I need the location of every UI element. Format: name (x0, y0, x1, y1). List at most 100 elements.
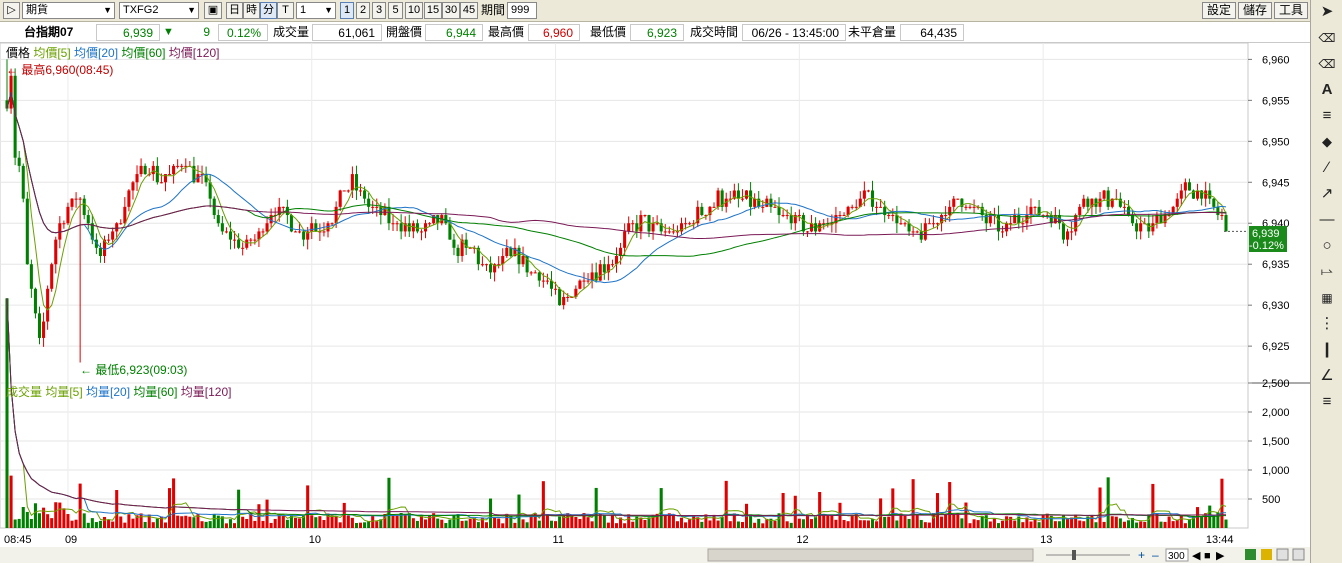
zoom-in-icon[interactable]: + (1138, 548, 1145, 562)
volume-bar (168, 488, 172, 528)
interval-1-button[interactable]: 1 (340, 2, 354, 19)
volume-bar (147, 514, 151, 528)
horizontal-scrollbar[interactable] (707, 548, 1034, 562)
candle-body (602, 264, 606, 273)
candle-body (777, 206, 781, 216)
candle-body (180, 165, 184, 167)
volume-bar (204, 521, 208, 528)
color-picker-icon[interactable]: ▦ (1321, 291, 1333, 305)
volume-bar (184, 515, 188, 528)
horizontal-line-icon[interactable]: — (1319, 211, 1335, 228)
fibonacci-icon[interactable]: ≡ (1322, 393, 1332, 410)
period-hour-label: 時 (246, 4, 257, 16)
chart-area[interactable]: 6,960 6,955 6,950 6,945 6,940 6,935 6,930 6,925… (0, 42, 1310, 563)
chart-svg[interactable]: 6,9606,9556,9506,9456,9406,9356,9306,925… (0, 42, 1310, 563)
interval-3-button[interactable]: 3 (372, 2, 386, 19)
fullscreen-icon[interactable] (1292, 548, 1305, 561)
zoom-slider-thumb[interactable] (1072, 550, 1076, 560)
fill-icon[interactable]: ◆ (1322, 134, 1332, 149)
period-hour-button[interactable]: 時 (243, 2, 260, 19)
interval-10-button[interactable]: 10 (405, 2, 423, 19)
volume-bar (533, 513, 537, 528)
zoom-input[interactable] (1165, 548, 1189, 562)
export-excel-icon[interactable] (1245, 549, 1256, 560)
volume-bar (228, 519, 233, 528)
candle-body (1053, 215, 1057, 224)
arrow-line-icon[interactable]: ↗ (1320, 185, 1334, 202)
volume-bar (1196, 507, 1200, 528)
interval-label: 1 (343, 4, 351, 16)
volume-bar (192, 517, 196, 528)
symbol-select[interactable]: TXFG2 ▼ (119, 2, 199, 19)
candle-body (964, 206, 968, 208)
candle-body (732, 190, 736, 199)
tools-button[interactable]: 工具 (1274, 2, 1309, 19)
volume-bar (870, 519, 875, 528)
volume-bar (631, 521, 635, 528)
scroll-left-icon[interactable]: ◀ (1192, 550, 1201, 562)
erase-all-icon[interactable]: ⌫ (1318, 57, 1336, 71)
candle-body (952, 198, 956, 207)
save-button[interactable]: 儲存 (1238, 2, 1273, 19)
volume-bar (858, 520, 862, 528)
save-image-icon[interactable] (1261, 549, 1272, 560)
interval-30-button[interactable]: 30 (442, 2, 460, 19)
cursor-icon[interactable]: ➤ (1320, 3, 1334, 20)
horizontal-lines-icon[interactable]: ≡ (1322, 107, 1332, 124)
candle-body (379, 206, 383, 216)
text-tool-icon[interactable]: A (1321, 81, 1333, 98)
market-select[interactable]: 期貨 ▼ (22, 2, 115, 19)
volume-bar (1175, 519, 1179, 528)
period-tick-button[interactable]: T (277, 2, 294, 19)
period-day-button[interactable]: 日 (226, 2, 243, 19)
vertical-lines-icon[interactable]: ❙ (1320, 341, 1334, 358)
scroll-right-icon[interactable]: ▶ (1216, 550, 1225, 562)
volume-bar (9, 475, 13, 528)
volume-bar (42, 507, 46, 528)
volume-averages (6, 298, 1227, 523)
candle-body (1037, 206, 1041, 216)
fan-tool-icon[interactable]: ∠ (1320, 367, 1334, 384)
candle-body (671, 231, 675, 233)
scroll-stop-icon[interactable]: ■ (1204, 550, 1211, 562)
candle-body (1005, 223, 1009, 232)
zoom-out-icon[interactable]: – (1152, 548, 1159, 562)
layout-icon[interactable] (1276, 548, 1289, 561)
legend-item: 均量[120] (177, 385, 231, 399)
volume-bar (651, 514, 655, 528)
period-minute-button[interactable]: 分 (260, 2, 277, 19)
volume-bar (1126, 520, 1131, 528)
period-input[interactable]: 999 (507, 2, 537, 19)
candle-body (631, 223, 635, 225)
eraser-icon[interactable]: ⌫ (1318, 31, 1336, 45)
vertical-marker-icon[interactable]: ⥛ (1320, 263, 1333, 280)
volume-bar (582, 513, 586, 528)
parallel-lines-icon[interactable]: ⋮ (1319, 315, 1335, 332)
settings-button[interactable]: 設定 (1202, 2, 1237, 19)
volume-bar (1110, 516, 1114, 528)
line-tool-icon[interactable]: ∕ (1325, 159, 1329, 176)
interval-45-button[interactable]: 45 (460, 2, 478, 19)
volume-bar (293, 517, 298, 528)
candle-body (90, 223, 94, 240)
candle-body (980, 206, 984, 216)
interval-15-button[interactable]: 15 (424, 2, 442, 19)
candle-body (257, 231, 261, 240)
volume-bar (529, 515, 533, 528)
volume-bar (444, 523, 448, 528)
chart-grid (0, 42, 1310, 529)
volume-bar (1224, 519, 1228, 528)
volume-bar (996, 523, 1000, 528)
candle-body (415, 223, 419, 232)
candle-body (509, 247, 513, 257)
interval-select[interactable]: 1 ▼ (296, 2, 336, 19)
interval-2-button[interactable]: 2 (356, 2, 370, 19)
play-icon[interactable]: ▷ (3, 2, 20, 19)
candle-body (391, 223, 395, 225)
circle-tool-icon[interactable]: ○ (1322, 237, 1332, 254)
interval-5-button[interactable]: 5 (388, 2, 403, 19)
volume-bar (793, 495, 797, 528)
candle-body (432, 215, 436, 224)
search-icon[interactable]: ▣ (204, 2, 222, 19)
candle-body (334, 206, 338, 224)
